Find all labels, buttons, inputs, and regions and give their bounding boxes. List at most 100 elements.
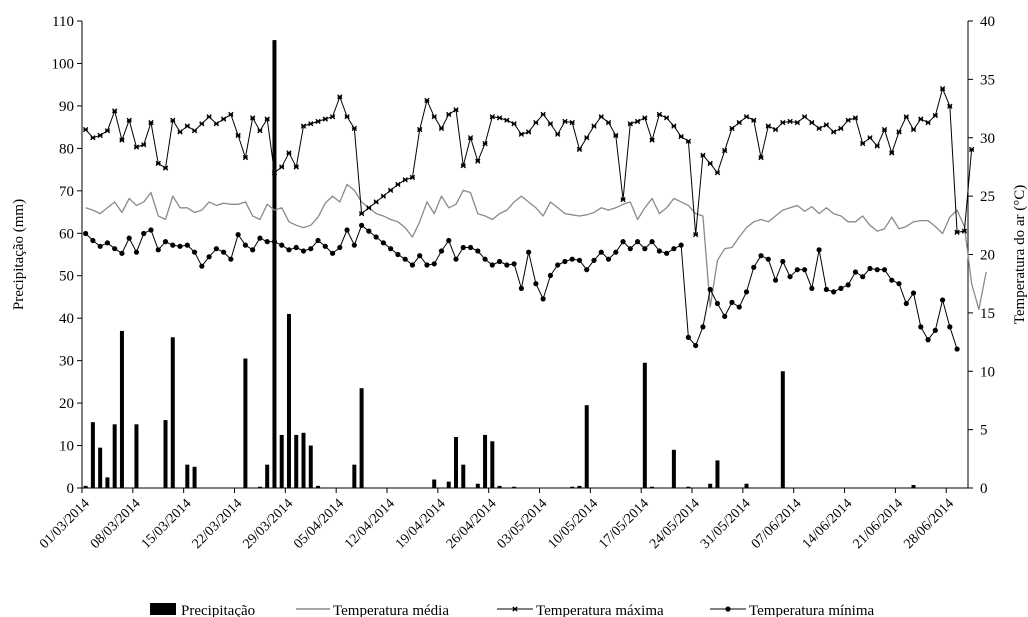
temp-min-marker: [925, 337, 931, 343]
temp-max-marker: [758, 154, 764, 161]
right-tick-label: 30: [980, 131, 995, 147]
x-tick-label: 26/04/2014: [444, 496, 500, 552]
temp-max-marker: [104, 128, 111, 134]
x-tick-label: 07/06/2014: [749, 496, 805, 552]
temp-min-marker: [373, 234, 379, 240]
temp-min-marker: [584, 267, 590, 273]
temp-min-marker: [315, 237, 321, 244]
temp-min-marker: [598, 249, 604, 255]
temp-max-marker: [250, 115, 256, 121]
temp-max-marker: [620, 196, 626, 203]
temp-max-marker: [693, 231, 699, 238]
precipitation-bar: [780, 371, 785, 488]
precipitation-bar: [454, 437, 459, 488]
legend-precip-swatch: [150, 603, 176, 615]
temp-max-marker: [852, 115, 859, 121]
temp-max-marker: [112, 108, 118, 114]
temp-max-marker: [351, 125, 357, 132]
temp-max-marker: [961, 228, 968, 234]
left-tick-label: 10: [59, 439, 74, 455]
temp-min-marker: [671, 246, 677, 252]
precipitation-bar: [257, 486, 262, 488]
temp-max-marker: [867, 135, 873, 141]
temp-min-marker: [489, 262, 495, 268]
temp-max-marker: [794, 119, 800, 126]
temp-max-marker: [896, 129, 902, 135]
temp-min-marker: [148, 227, 154, 233]
temp-min-marker: [155, 247, 161, 253]
precipitation-bar: [570, 486, 575, 488]
precipitation-bar: [119, 330, 124, 488]
temp-max-marker: [177, 129, 183, 135]
precipitation-bar: [490, 441, 495, 488]
temp-max-marker: [845, 117, 851, 123]
temp-min-marker: [228, 256, 234, 262]
temp-min-marker: [104, 240, 111, 246]
temp-max-marker: [475, 158, 481, 164]
precipitation-bar: [483, 434, 488, 488]
precipitation-bar: [512, 486, 517, 488]
precipitation-bar: [461, 464, 466, 488]
temp-max-marker: [264, 116, 270, 122]
temp-max-marker: [889, 150, 895, 156]
temp-min-marker: [794, 267, 800, 273]
temp-min-marker: [787, 274, 793, 280]
temp-max-marker: [380, 193, 387, 199]
temp-max-marker: [141, 142, 147, 148]
temp-min-marker: [221, 249, 227, 255]
temp-min-marker: [555, 262, 561, 268]
temp-max-marker: [954, 229, 960, 235]
x-tick-label: 28/06/2014: [901, 496, 957, 552]
temp-max-marker: [830, 129, 837, 135]
precipitation-bar: [279, 434, 284, 488]
temp-min-marker: [939, 297, 946, 303]
temp-min-marker: [170, 242, 176, 248]
temp-max-marker: [809, 119, 815, 126]
precipitation-bar: [98, 447, 103, 488]
temp-max-marker: [286, 150, 292, 156]
temp-min-marker: [388, 246, 394, 252]
temp-max-marker: [337, 94, 343, 100]
temp-min-marker: [540, 296, 546, 302]
temp-min-marker: [918, 324, 924, 330]
temp-max-marker: [910, 126, 917, 133]
temp-max-marker: [932, 112, 938, 119]
temp-max-marker: [838, 125, 844, 132]
x-tick-label: 21/06/2014: [850, 496, 906, 552]
precipitation-bar: [83, 485, 88, 488]
temp-max-marker: [562, 118, 568, 125]
right-tick-label: 25: [980, 189, 995, 205]
temp-min-marker: [206, 254, 212, 260]
temp-min-marker: [569, 256, 575, 262]
temp-min-marker: [881, 267, 888, 273]
temp-max-marker: [678, 133, 684, 140]
temp-max-marker: [540, 111, 546, 118]
temp-min-marker: [576, 257, 583, 263]
left-tick-label: 70: [59, 184, 74, 200]
left-tick-label: 60: [59, 226, 74, 242]
temp-max-marker: [97, 132, 103, 139]
temp-max-marker: [765, 123, 771, 129]
temp-max-marker: [206, 114, 212, 120]
temp-min-marker: [475, 248, 481, 254]
x-tick-label: 24/05/2014: [647, 496, 703, 552]
temp-max-marker: [395, 181, 401, 188]
temp-min-marker: [351, 242, 357, 248]
temp-min-marker: [366, 228, 372, 234]
right-tick-label: 40: [980, 14, 995, 30]
temp-min-marker: [496, 258, 503, 265]
x-tick-label: 15/03/2014: [139, 496, 195, 552]
temp-max-marker: [584, 135, 590, 141]
precipitation-bar: [352, 464, 357, 488]
precipitation-bar: [708, 483, 713, 488]
temp-max-marker: [489, 114, 495, 120]
temp-max-marker: [801, 114, 808, 120]
temp-max-marker: [743, 114, 750, 120]
temp-max-marker: [671, 123, 677, 129]
temp-max-marker: [402, 177, 408, 183]
temp-min-marker: [199, 263, 205, 269]
temp-max-marker: [656, 111, 663, 118]
precipitation-bar: [432, 479, 437, 488]
temp-max-marker: [329, 114, 336, 120]
temp-min-marker: [860, 274, 866, 280]
